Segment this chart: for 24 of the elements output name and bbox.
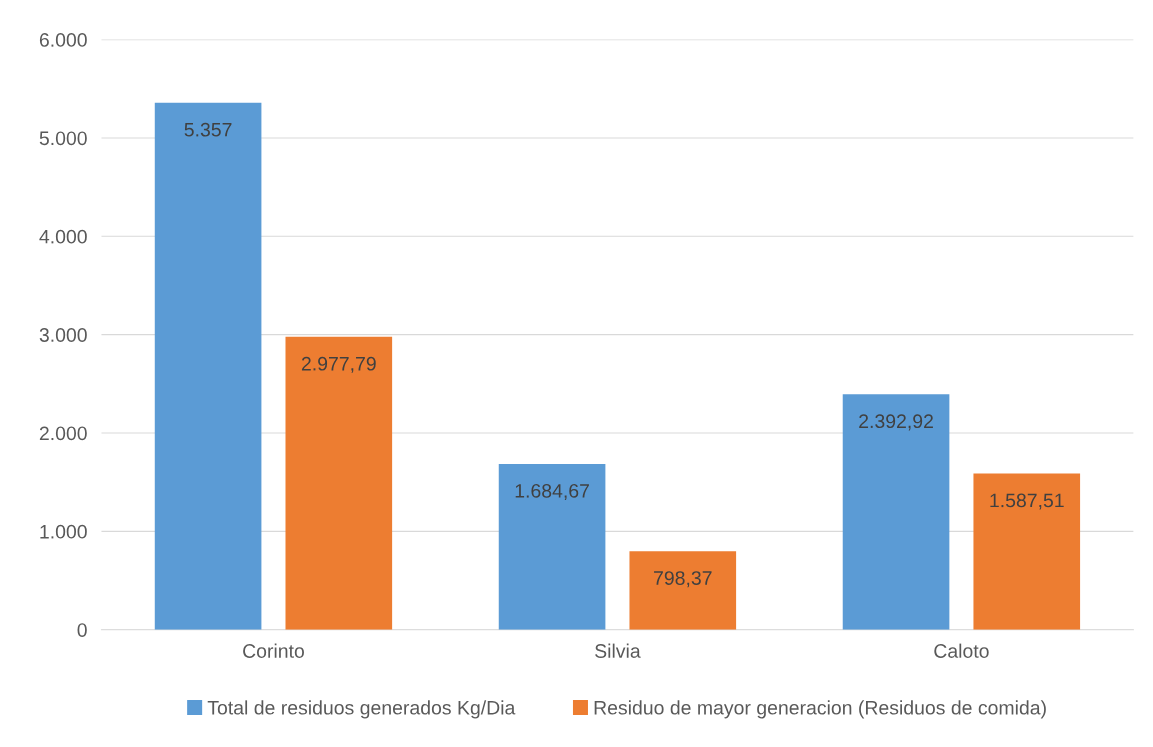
y-tick-label: 2.000 <box>39 426 87 441</box>
data-label: 1.587,51 <box>990 493 1064 510</box>
legend-label: Residuo de mayor generacion (Residuos de comida) <box>594 700 1046 719</box>
bar <box>973 473 1081 630</box>
data-label: 798,37 <box>654 571 712 588</box>
y-tick-label: 5.000 <box>39 131 87 146</box>
y-tick-label: 6.000 <box>39 33 87 47</box>
legend-label: Total de residuos generados Kg/Dia <box>207 700 516 719</box>
bar <box>154 102 262 630</box>
bar <box>629 551 737 630</box>
x-tick-label: Silvia <box>595 643 641 658</box>
x-tick-label: Corinto <box>243 643 304 658</box>
x-tick-label: Caloto <box>934 643 989 658</box>
data-label: 2.392,92 <box>859 414 933 431</box>
y-tick-label: 0 <box>77 623 87 637</box>
data-label: 2.977,79 <box>301 356 376 373</box>
y-tick-label: 1.000 <box>40 524 87 539</box>
y-tick-label: 3.000 <box>39 328 87 342</box>
data-label: 1.684,67 <box>515 483 589 501</box>
data-label: 5.357 <box>184 122 232 137</box>
bar <box>285 336 393 630</box>
bar <box>498 464 606 630</box>
bar <box>842 394 950 630</box>
y-tick-label: 4.000 <box>39 229 87 244</box>
